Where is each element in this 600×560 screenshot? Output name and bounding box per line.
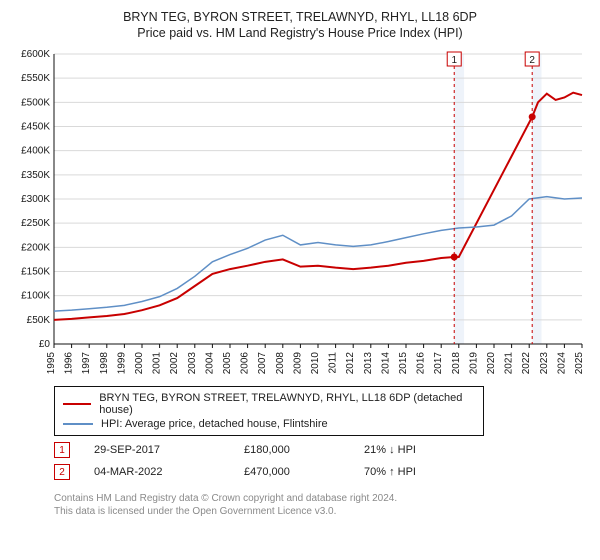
y-tick-label: £400K xyxy=(21,146,50,157)
x-tick-label: 2016 xyxy=(416,352,427,375)
y-tick-label: £200K xyxy=(21,242,50,253)
sale-marker: 1 xyxy=(54,442,70,458)
sale-diff: 70% ↑ HPI xyxy=(364,466,484,478)
y-tick-label: £300K xyxy=(21,194,50,205)
marker-num: 2 xyxy=(529,55,535,66)
y-tick-label: £0 xyxy=(39,339,51,350)
marker-num: 1 xyxy=(451,55,457,66)
x-tick-label: 2003 xyxy=(187,352,198,375)
legend-swatch xyxy=(63,403,91,405)
x-tick-label: 2025 xyxy=(574,352,585,375)
footer-line: This data is licensed under the Open Gov… xyxy=(54,505,590,518)
y-tick-label: £550K xyxy=(21,73,50,84)
x-tick-label: 2014 xyxy=(380,352,391,375)
x-tick-label: 1998 xyxy=(99,352,110,375)
footer-line: Contains HM Land Registry data © Crown c… xyxy=(54,492,590,505)
x-tick-label: 2018 xyxy=(451,352,462,375)
x-tick-label: 1999 xyxy=(116,352,127,375)
legend: BRYN TEG, BYRON STREET, TRELAWNYD, RHYL,… xyxy=(54,386,484,436)
title-block: BRYN TEG, BYRON STREET, TRELAWNYD, RHYL,… xyxy=(10,10,590,40)
x-tick-label: 2022 xyxy=(521,352,532,375)
sale-price: £470,000 xyxy=(244,466,364,478)
legend-swatch xyxy=(63,423,93,425)
x-tick-label: 2019 xyxy=(468,352,479,375)
sale-date: 04-MAR-2022 xyxy=(94,466,244,478)
chart: £0 £50K £100K £150K £200K £250K £300K £350K £400… xyxy=(10,48,590,378)
footer: Contains HM Land Registry data © Crown c… xyxy=(54,492,590,518)
sale-price: £180,000 xyxy=(244,444,364,456)
legend-label: BRYN TEG, BYRON STREET, TRELAWNYD, RHYL,… xyxy=(99,392,475,416)
y-tick-label: £150K xyxy=(21,267,50,278)
x-tick-label: 2017 xyxy=(433,352,444,375)
x-tick-label: 2007 xyxy=(257,352,268,375)
x-tick-label: 2004 xyxy=(204,352,215,375)
x-tick-label: 2005 xyxy=(222,352,233,375)
y-tick-label: £250K xyxy=(21,218,50,229)
x-tick-label: 2015 xyxy=(398,352,409,375)
x-tick-label: 2013 xyxy=(363,352,374,375)
x-tick-label: 2001 xyxy=(152,352,163,375)
legend-row: HPI: Average price, detached house, Flin… xyxy=(63,418,475,430)
sale-diff: 21% ↓ HPI xyxy=(364,444,484,456)
title-main: BRYN TEG, BYRON STREET, TRELAWNYD, RHYL,… xyxy=(10,10,590,24)
marker-dot xyxy=(451,254,458,261)
sale-row: 1 29-SEP-2017 £180,000 21% ↓ HPI xyxy=(54,442,590,458)
sale-marker: 2 xyxy=(54,464,70,480)
x-tick-label: 2021 xyxy=(504,352,515,375)
sale-date: 29-SEP-2017 xyxy=(94,444,244,456)
x-tick-label: 2002 xyxy=(169,352,180,375)
title-sub: Price paid vs. HM Land Registry's House … xyxy=(10,26,590,40)
x-tick-label: 1996 xyxy=(64,352,75,375)
x-tick-label: 2006 xyxy=(240,352,251,375)
x-tick-label: 1995 xyxy=(46,352,57,375)
x-tick-label: 2010 xyxy=(310,352,321,375)
y-tick-label: £450K xyxy=(21,122,50,133)
x-tick-label: 2024 xyxy=(556,352,567,375)
x-tick-label: 2009 xyxy=(292,352,303,375)
x-tick-label: 2023 xyxy=(539,352,550,375)
legend-label: HPI: Average price, detached house, Flin… xyxy=(101,418,328,430)
series-hpi xyxy=(54,197,582,312)
chart-svg: £0 £50K £100K £150K £200K £250K £300K £350K £400… xyxy=(10,48,590,378)
y-tick-label: £350K xyxy=(21,170,50,181)
y-tick-label: £600K xyxy=(21,49,50,60)
x-tick-label: 2008 xyxy=(275,352,286,375)
x-tick-label: 1997 xyxy=(81,352,92,375)
y-tick-label: £50K xyxy=(27,315,51,326)
x-tick-label: 2020 xyxy=(486,352,497,375)
x-tick-label: 2011 xyxy=(328,352,339,374)
sale-row: 2 04-MAR-2022 £470,000 70% ↑ HPI xyxy=(54,464,590,480)
y-tick-label: £100K xyxy=(21,291,50,302)
y-tick-label: £500K xyxy=(21,97,50,108)
x-tick-label: 2000 xyxy=(134,352,145,375)
legend-row: BRYN TEG, BYRON STREET, TRELAWNYD, RHYL,… xyxy=(63,392,475,416)
x-tick-label: 2012 xyxy=(345,352,356,375)
marker-dot xyxy=(529,113,536,120)
